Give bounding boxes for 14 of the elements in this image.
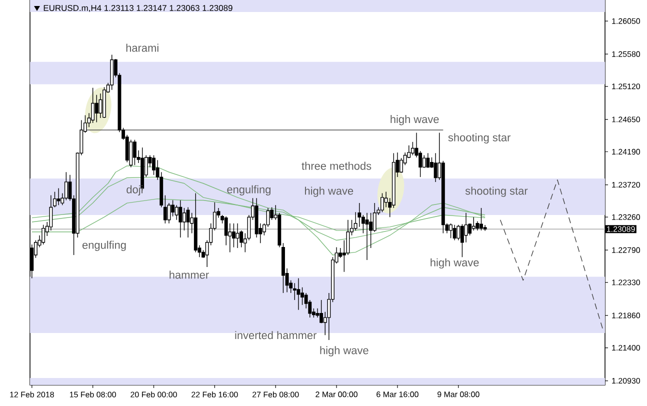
annotation: high wave [305, 186, 354, 197]
annotation: harami [126, 44, 158, 52]
annotation: high wave [390, 115, 439, 126]
annotation: shooting star [465, 186, 528, 197]
annotation: doji [126, 185, 143, 196]
annotation: engulfing [227, 185, 270, 196]
annotation: three methods [302, 162, 372, 170]
annotation: hammer [170, 270, 209, 279]
annotation: shooting star [448, 133, 511, 144]
annotation: high wave [320, 346, 368, 356]
annotation: high wave [430, 258, 479, 269]
annotation: inverted hammer [235, 331, 317, 340]
annotation: engulfing [82, 240, 126, 251]
text: EURUSD.m,H4 1.23113 1.23147 1.23063 1.23089 [44, 5, 232, 12]
